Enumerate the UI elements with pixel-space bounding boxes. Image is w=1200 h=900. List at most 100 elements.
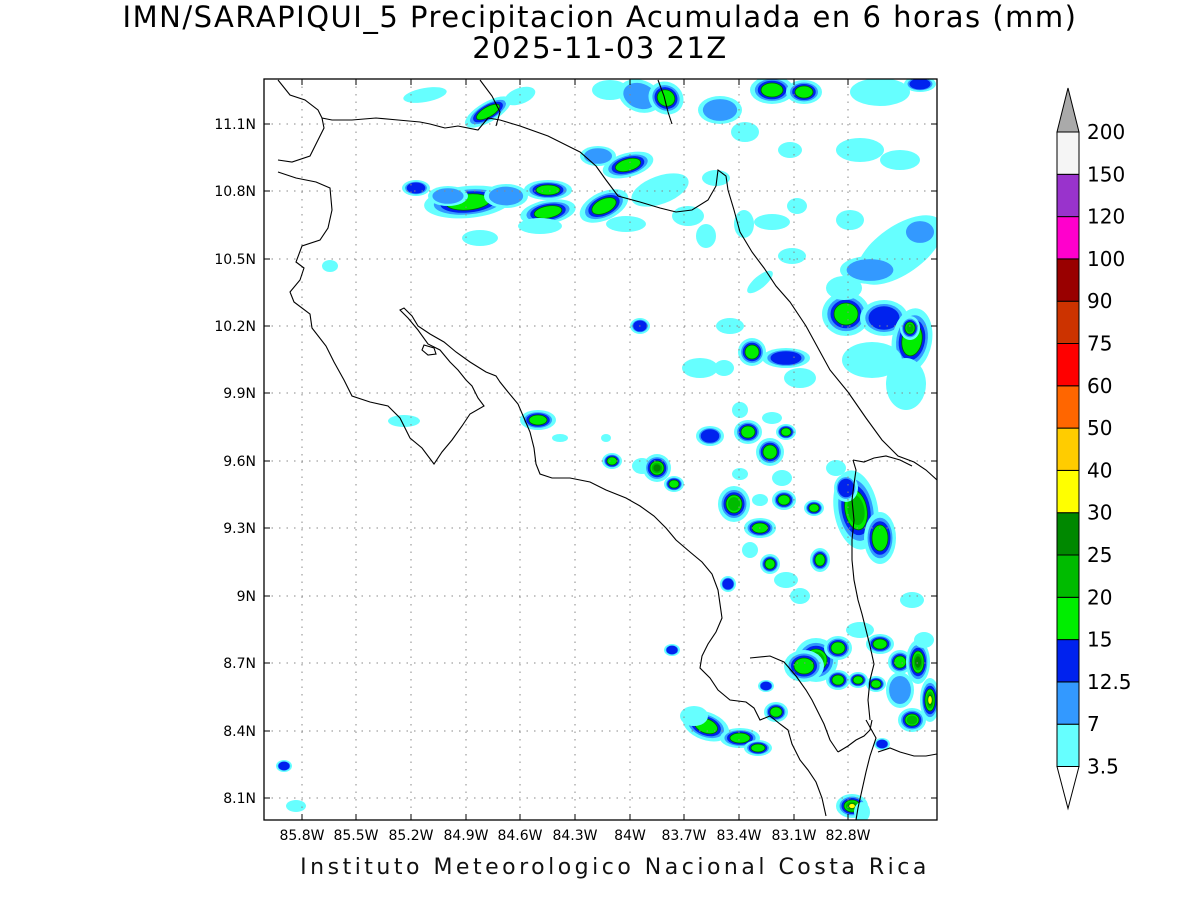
border-nicaragua bbox=[429, 117, 729, 213]
precip-contour bbox=[850, 79, 910, 106]
precip-contour bbox=[740, 425, 756, 439]
precip-contour bbox=[837, 478, 855, 498]
colorbar-label: 50 bbox=[1087, 416, 1112, 440]
precip-contour bbox=[778, 248, 806, 264]
colorbar-swatch bbox=[1056, 173, 1080, 218]
precip-contour bbox=[653, 464, 661, 472]
lat-tick-label: 10.5N bbox=[214, 252, 256, 268]
precip-contour bbox=[462, 230, 498, 246]
colorbar-label: 120 bbox=[1087, 205, 1125, 229]
precip-contour bbox=[889, 675, 911, 705]
precip-contour bbox=[476, 103, 500, 121]
precip-contour bbox=[680, 706, 708, 726]
colorbar-swatch bbox=[1056, 681, 1080, 725]
lon-tick-label: 84.6W bbox=[497, 828, 542, 844]
colorbar-swatch bbox=[1056, 596, 1080, 641]
precip-contour bbox=[808, 503, 820, 513]
colorbar-label: 15 bbox=[1087, 628, 1112, 652]
precip-contour bbox=[700, 429, 720, 443]
precip-contour bbox=[606, 456, 618, 466]
lon-tick-label: 84.9W bbox=[443, 828, 488, 844]
precip-contour bbox=[893, 655, 907, 669]
lon-tick-label: 85.2W bbox=[388, 828, 433, 844]
colorbar-swatch bbox=[1056, 343, 1080, 387]
border-panama bbox=[851, 459, 875, 721]
precip-contour bbox=[518, 218, 562, 234]
precip-contour bbox=[769, 706, 783, 718]
colorbar-swatch bbox=[1056, 469, 1080, 514]
lon-tick-label: 83.4W bbox=[716, 828, 761, 844]
lat-tick-label: 9.6N bbox=[223, 454, 256, 470]
precip-contour bbox=[764, 558, 776, 570]
precip-contour bbox=[852, 675, 864, 685]
lon-tick-label: 83.1W bbox=[771, 828, 816, 844]
precip-contour bbox=[752, 494, 768, 506]
colorbar-label: 150 bbox=[1087, 162, 1125, 186]
precip-contour bbox=[777, 494, 791, 506]
lat-tick-label: 8.4N bbox=[223, 724, 256, 740]
precip-contour bbox=[762, 444, 778, 460]
axes: 11.1N 10.8N 10.5N 10.2N 9.9N 9.6N 9.3N 9N 8.7N 8.… bbox=[214, 79, 937, 844]
precip-contour bbox=[868, 306, 900, 330]
precip-contour bbox=[533, 205, 563, 219]
lon-tick-label: 82.8W bbox=[825, 828, 870, 844]
title-line-1: IMN/SARAPIQUI_5 Precipitacion Acumulada … bbox=[122, 0, 1078, 34]
precip-contour bbox=[744, 344, 760, 360]
precip-contour bbox=[734, 210, 754, 238]
colorbar-swatch bbox=[1056, 300, 1080, 345]
precip-contour bbox=[900, 592, 924, 608]
lat-tick-label: 11.1N bbox=[214, 117, 256, 133]
lon-tick-label: 83.7W bbox=[661, 828, 706, 844]
precip-contour bbox=[722, 578, 734, 590]
precip-contour bbox=[762, 412, 782, 424]
precip-contour bbox=[770, 351, 802, 365]
precip-contour bbox=[668, 479, 680, 489]
precip-contour bbox=[905, 221, 935, 243]
colorbar-label: 200 bbox=[1087, 120, 1125, 144]
precip-contour bbox=[814, 553, 826, 567]
precip-contour bbox=[732, 402, 748, 418]
colorbar-label: 60 bbox=[1087, 374, 1112, 398]
lat-tick-label: 10.8N bbox=[214, 184, 256, 200]
precip-contour bbox=[406, 182, 426, 194]
precip-contour bbox=[729, 732, 751, 744]
pacific-coast bbox=[277, 117, 325, 163]
lat-lon-grid bbox=[264, 79, 937, 820]
precipitation-field bbox=[276, 79, 937, 820]
colorbar-lower-arrow bbox=[1056, 766, 1080, 811]
colorbar-swatch bbox=[1056, 427, 1080, 471]
precip-contour bbox=[727, 497, 741, 511]
coastlines bbox=[277, 79, 937, 820]
precip-contour bbox=[831, 674, 845, 686]
lon-tick-label: 84.3W bbox=[552, 828, 597, 844]
title-line-2: 2025-11-03 21Z bbox=[472, 31, 728, 65]
lon-tick-label: 85.8W bbox=[279, 828, 324, 844]
precip-contour bbox=[731, 122, 759, 142]
map-title: IMN/SARAPIQUI_5 Precipitacion Acumulada … bbox=[0, 2, 1200, 64]
precip-contour bbox=[842, 342, 902, 378]
colorbar-label: 100 bbox=[1087, 247, 1125, 271]
precip-contour bbox=[836, 138, 884, 162]
precip-contour bbox=[732, 468, 748, 480]
colorbar-label: 7 bbox=[1087, 712, 1100, 736]
precip-contour bbox=[760, 82, 784, 98]
precip-contour bbox=[672, 206, 704, 226]
nicoya-island bbox=[421, 344, 437, 356]
precip-contour bbox=[591, 197, 617, 215]
precip-contour bbox=[906, 323, 914, 333]
precip-contour bbox=[535, 184, 561, 196]
precip-contour bbox=[870, 679, 882, 689]
precip-contour bbox=[846, 259, 894, 281]
precip-contour bbox=[528, 414, 548, 426]
precip-contour bbox=[833, 302, 859, 326]
plot-frame bbox=[263, 78, 938, 821]
footer-credit: Instituto Meteorologico Nacional Costa R… bbox=[300, 855, 930, 880]
colorbar-swatch bbox=[1056, 512, 1080, 556]
precip-contour bbox=[826, 460, 846, 476]
lat-tick-label: 10.2N bbox=[214, 319, 256, 335]
precip-contour bbox=[606, 216, 646, 232]
precip-contour bbox=[928, 696, 932, 704]
precip-contour bbox=[583, 148, 613, 164]
precip-contour bbox=[914, 632, 934, 648]
